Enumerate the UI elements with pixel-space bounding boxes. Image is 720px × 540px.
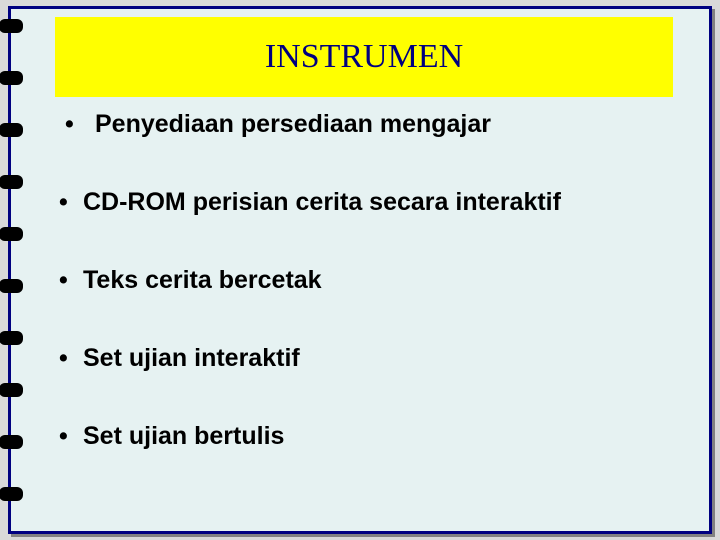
binder-hole-icon xyxy=(0,19,23,33)
bullet-list: Penyediaan persediaan mengajar CD-ROM pe… xyxy=(55,109,673,451)
list-item: Penyediaan persediaan mengajar xyxy=(55,109,673,139)
bullet-text: CD-ROM perisian cerita secara interaktif xyxy=(83,188,561,216)
bullet-text: Penyediaan persediaan mengajar xyxy=(95,110,491,138)
bullet-text: Set ujian bertulis xyxy=(83,422,284,450)
bullet-text: Set ujian interaktif xyxy=(83,344,300,372)
list-item: Teks cerita bercetak xyxy=(55,265,673,295)
binder-hole-icon xyxy=(0,175,23,189)
binder-hole-icon xyxy=(0,279,23,293)
binder-hole-icon xyxy=(0,71,23,85)
binder-hole-icon xyxy=(0,487,23,501)
body-area: Penyediaan persediaan mengajar CD-ROM pe… xyxy=(55,109,673,499)
binder-hole-icon xyxy=(0,331,23,345)
list-item: Set ujian bertulis xyxy=(55,421,673,451)
bullet-text: Teks cerita bercetak xyxy=(83,266,322,294)
slide-frame: INSTRUMEN Penyediaan persediaan mengajar… xyxy=(8,6,712,534)
list-item: CD-ROM perisian cerita secara interaktif xyxy=(55,187,673,217)
list-item: Set ujian interaktif xyxy=(55,343,673,373)
binder-hole-icon xyxy=(0,123,23,137)
title-box: INSTRUMEN xyxy=(55,17,673,97)
binder-hole-icon xyxy=(0,383,23,397)
binder-hole-icon xyxy=(0,227,23,241)
binder-hole-icon xyxy=(0,435,23,449)
slide-title: INSTRUMEN xyxy=(265,38,463,76)
